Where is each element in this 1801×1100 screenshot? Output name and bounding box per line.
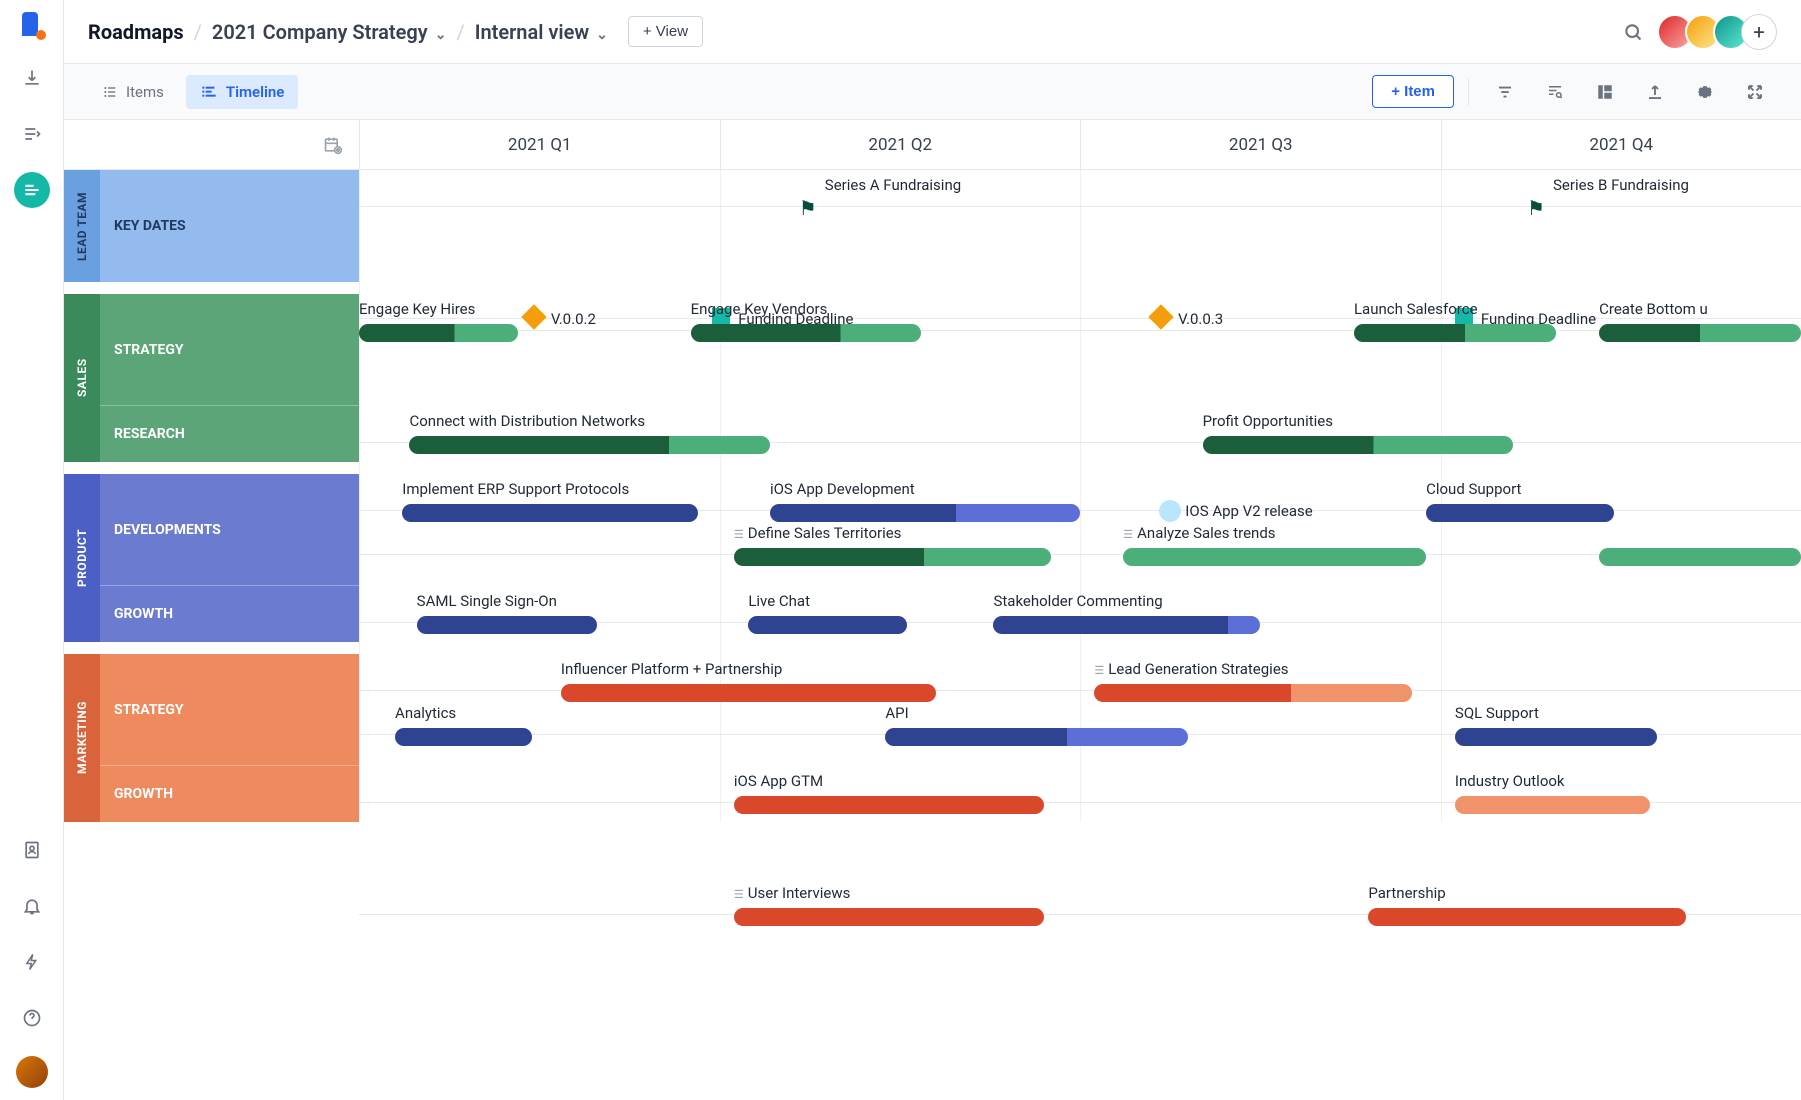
breadcrumb: Roadmaps / 2021 Company Strategy ⌄ / Int… xyxy=(88,20,608,44)
bar-label: Implement ERP Support Protocols xyxy=(402,480,629,498)
chevron-down-icon: ⌄ xyxy=(596,27,608,43)
bar-label: Engage Key Vendors xyxy=(691,300,828,318)
search-icon[interactable] xyxy=(1615,14,1651,50)
bar-label: Profit Opportunities xyxy=(1203,412,1333,430)
timeline-bar[interactable] xyxy=(1203,436,1513,454)
left-rail xyxy=(0,0,64,1100)
timeline-bar[interactable] xyxy=(734,908,1044,926)
breadcrumb-strategy[interactable]: 2021 Company Strategy ⌄ xyxy=(212,20,447,44)
group-row-label[interactable]: STRATEGY xyxy=(100,294,359,405)
bar-label: Influencer Platform + Partnership xyxy=(561,660,782,678)
timeline-bar[interactable] xyxy=(1354,324,1556,342)
group-row-label[interactable]: RESEARCH xyxy=(100,405,359,462)
tab-timeline[interactable]: Timeline xyxy=(186,75,298,109)
export-icon[interactable] xyxy=(1633,74,1677,110)
list-icon[interactable] xyxy=(14,116,50,152)
timeline-bar[interactable] xyxy=(1426,504,1613,522)
group-row-label[interactable]: KEY DATES xyxy=(100,170,359,282)
group-row-label[interactable]: DEVELOPMENTS xyxy=(100,474,359,585)
timeline-bar[interactable] xyxy=(1455,796,1650,814)
timeline-bar[interactable] xyxy=(402,504,698,522)
timeline-bar[interactable] xyxy=(561,684,936,702)
contacts-icon[interactable] xyxy=(14,832,50,868)
collaborator-avatars: + xyxy=(1665,14,1777,50)
bar-label: Connect with Distribution Networks xyxy=(409,412,645,430)
bar-label: Stakeholder Commenting xyxy=(993,592,1162,610)
bar-label: SAML Single Sign-On xyxy=(417,592,557,610)
bar-label: Create Bottom u xyxy=(1599,300,1708,318)
logo[interactable] xyxy=(18,12,46,40)
timeline-bar[interactable] xyxy=(748,616,907,634)
timeline-bar[interactable] xyxy=(359,324,518,342)
timeline-icon xyxy=(200,84,218,100)
quarter-header: 2021 Q3 xyxy=(1080,120,1441,169)
gear-icon[interactable] xyxy=(1683,74,1727,110)
group-tab[interactable]: SALES xyxy=(64,294,100,462)
timeline-bar[interactable] xyxy=(1599,324,1801,342)
add-view-button[interactable]: + View xyxy=(628,16,703,47)
breadcrumb-root[interactable]: Roadmaps xyxy=(88,20,184,44)
bar-label: ☰Lead Generation Strategies xyxy=(1094,660,1288,678)
toolbar: Items Timeline + Item xyxy=(64,64,1801,120)
milestone-label: IOS App V2 release xyxy=(1185,502,1312,520)
link-filter-icon[interactable] xyxy=(1533,74,1577,110)
bar-label: ☰User Interviews xyxy=(734,884,850,902)
bar-label: iOS App Development xyxy=(770,480,915,498)
timeline-bar[interactable] xyxy=(1368,908,1685,926)
bar-label: Launch Salesforce xyxy=(1354,300,1478,318)
tab-items[interactable]: Items xyxy=(88,75,178,109)
group-tab[interactable]: LEAD TEAM xyxy=(64,170,100,282)
milestone-label: Series A Fundraising xyxy=(825,176,961,194)
add-item-button[interactable]: + Item xyxy=(1372,75,1454,108)
layout-icon[interactable] xyxy=(1583,74,1627,110)
timeline-bar[interactable] xyxy=(993,616,1260,634)
bar-label: iOS App GTM xyxy=(734,772,823,790)
timeline-bar[interactable] xyxy=(691,324,922,342)
bar-label: Cloud Support xyxy=(1426,480,1521,498)
roadmap-icon[interactable] xyxy=(14,172,50,208)
chevron-down-icon: ⌄ xyxy=(435,27,447,43)
group-row-label[interactable]: GROWTH xyxy=(100,765,359,822)
group-tab[interactable]: PRODUCT xyxy=(64,474,100,642)
breadcrumb-view[interactable]: Internal view ⌄ xyxy=(475,20,608,44)
bell-icon[interactable] xyxy=(14,888,50,924)
quarter-header: 2021 Q1 xyxy=(359,120,720,169)
add-collaborator-button[interactable]: + xyxy=(1741,14,1777,50)
expand-icon[interactable] xyxy=(1733,74,1777,110)
timeline-bar[interactable] xyxy=(409,436,770,454)
timeline-bar[interactable] xyxy=(734,796,1044,814)
filter-icon[interactable] xyxy=(1483,74,1527,110)
calendar-settings-icon[interactable] xyxy=(64,120,359,170)
help-icon[interactable] xyxy=(14,1000,50,1036)
list-icon xyxy=(102,84,118,100)
group-row-label[interactable]: GROWTH xyxy=(100,585,359,642)
bar-label: Live Chat xyxy=(748,592,810,610)
timeline-bar[interactable] xyxy=(770,504,1080,522)
timeline-bar[interactable] xyxy=(1094,684,1411,702)
milestone-label: Series B Fundraising xyxy=(1553,176,1689,194)
group-tab[interactable]: MARKETING xyxy=(64,654,100,822)
bolt-icon[interactable] xyxy=(14,944,50,980)
quarter-header: 2021 Q2 xyxy=(720,120,1081,169)
bar-label: Industry Outlook xyxy=(1455,772,1565,790)
group-row-label[interactable]: STRATEGY xyxy=(100,654,359,765)
bar-label: Engage Key Hires xyxy=(359,300,475,318)
milestone[interactable]: IOS App V2 release xyxy=(1159,500,1181,522)
milestone[interactable]: ⚑Series B Fundraising xyxy=(1527,196,1545,220)
timeline-bar[interactable] xyxy=(417,616,597,634)
user-avatar[interactable] xyxy=(16,1056,48,1088)
milestone[interactable]: ⚑Series A Fundraising xyxy=(799,196,817,220)
download-icon[interactable] xyxy=(14,60,50,96)
timeline: LEAD TEAMKEY DATESSALESSTRATEGYRESEARCHP… xyxy=(64,120,1801,1100)
header: Roadmaps / 2021 Company Strategy ⌄ / Int… xyxy=(64,0,1801,64)
bar-label: Partnership xyxy=(1368,884,1445,902)
quarter-header: 2021 Q4 xyxy=(1441,120,1801,169)
